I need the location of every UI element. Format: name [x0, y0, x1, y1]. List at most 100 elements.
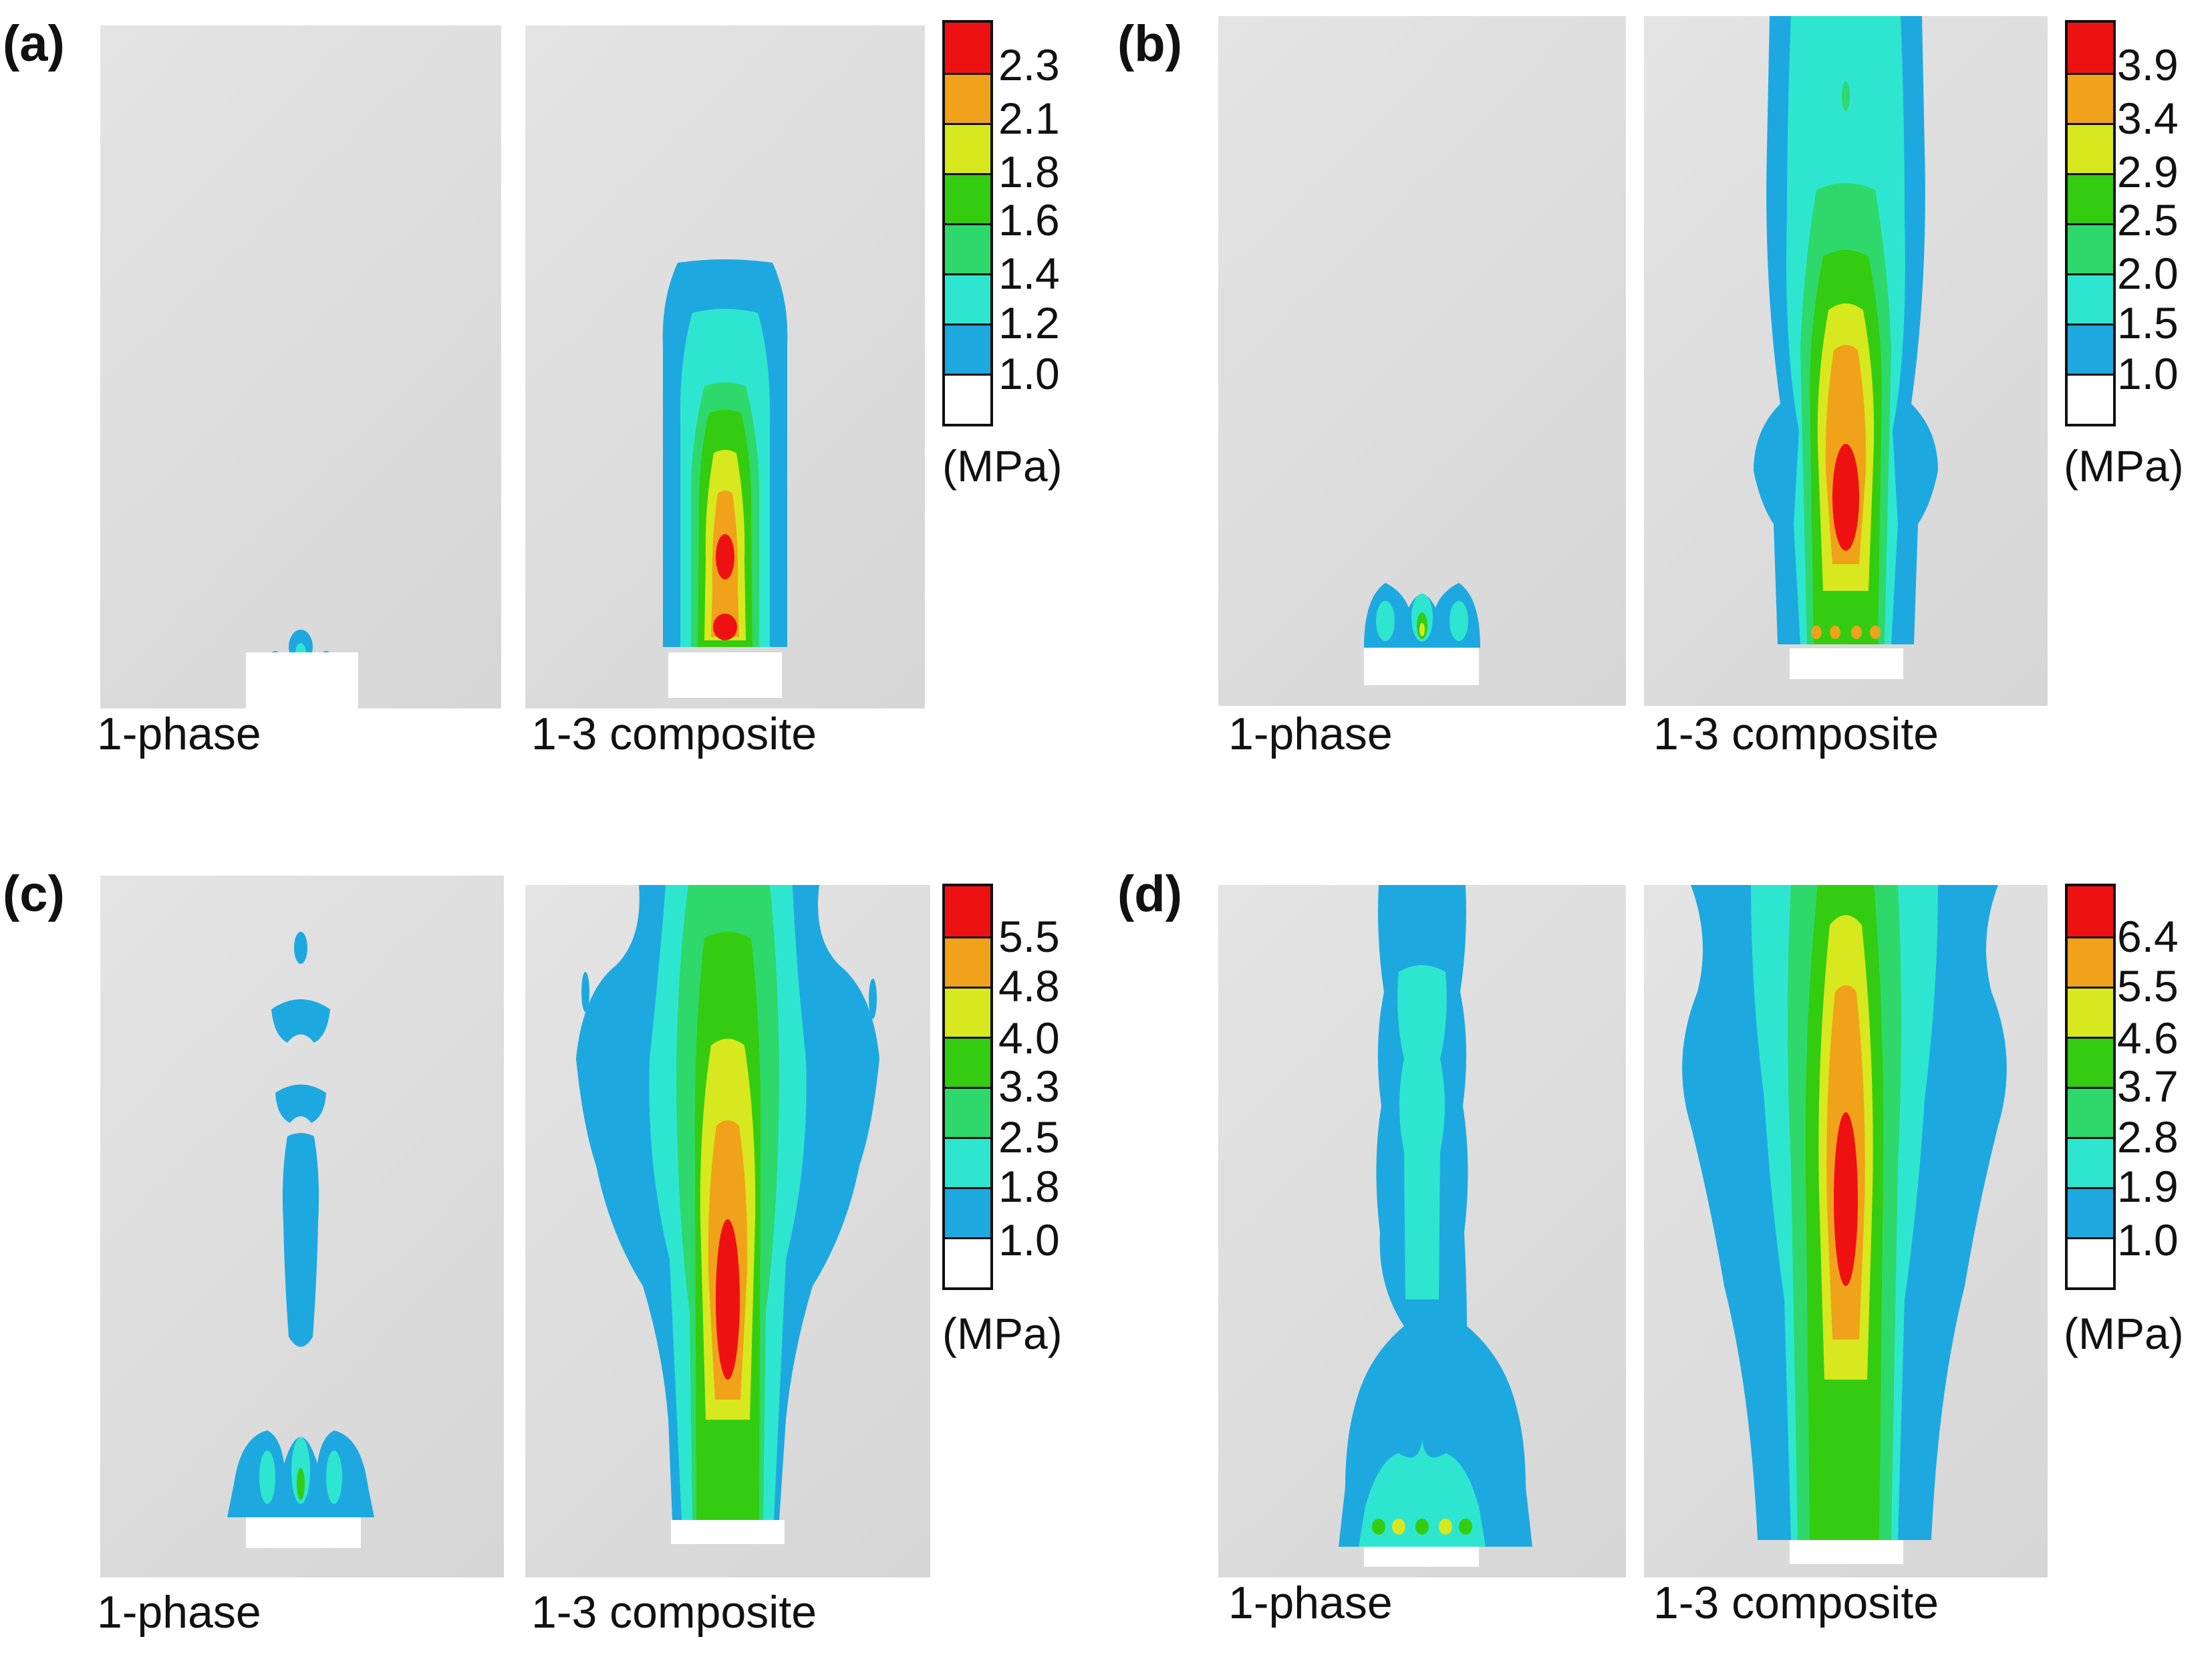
colorbar: [942, 884, 993, 1290]
colorbar-tick: 2.5: [2117, 195, 2179, 245]
colorbar-tick: 2.0: [2117, 249, 2179, 298]
pressure-contour: [1832, 444, 1859, 551]
colorbar-swatch: [2068, 324, 2113, 374]
colorbar: [2065, 20, 2116, 426]
colorbar-swatch: [2068, 374, 2113, 424]
colorbar-swatch: [945, 1037, 990, 1087]
colorbar-swatch: [2068, 1137, 2113, 1187]
colorbar-swatch: [2068, 73, 2113, 123]
colorbar-swatch: [945, 324, 990, 374]
pressure-contour: [1397, 965, 1447, 1299]
field-map-1-phase: [1218, 885, 1626, 1577]
pressure-contour: [326, 1450, 342, 1504]
colorbar-tick: 3.7: [2117, 1061, 2179, 1111]
panel-label: (c): [3, 866, 65, 922]
pressure-contour: [1419, 623, 1425, 636]
colorbar-swatch: [2068, 23, 2113, 73]
colorbar-swatch: [2068, 936, 2113, 987]
caption-1-3-composite: 1-3 composite: [531, 709, 817, 759]
colorbar-swatch: [2068, 273, 2113, 324]
colorbar-tick: 1.8: [998, 147, 1060, 197]
colorbar-unit: (MPa): [2064, 1309, 2184, 1358]
colorbar-swatch: [2068, 1037, 2113, 1087]
caption-1-3-composite: 1-3 composite: [1653, 1577, 1939, 1628]
caption-1-phase: 1-phase: [97, 1587, 261, 1638]
pressure-contour: [713, 614, 737, 640]
colorbar-swatch: [945, 223, 990, 273]
colorbar-tick: 4.8: [998, 961, 1060, 1011]
pressure-contour: [1359, 1440, 1486, 1547]
pressure-contour: [1372, 1519, 1385, 1535]
panel-label: (a): [3, 15, 65, 72]
transducer-aperture: [671, 1520, 785, 1544]
colorbar-tick: 5.5: [2117, 961, 2179, 1011]
transducer-aperture: [246, 652, 358, 709]
colorbar-swatch: [945, 1137, 990, 1187]
pressure-contour: [1459, 1519, 1472, 1535]
transducer-aperture: [1364, 648, 1479, 685]
colorbar-tick: 1.0: [2117, 349, 2179, 398]
colorbar-tick: 3.4: [2117, 94, 2179, 143]
pressure-contour: [1415, 1519, 1429, 1535]
colorbar-tick: 3.3: [998, 1061, 1060, 1111]
pressure-contour: [716, 534, 734, 580]
colorbar-tick: 1.6: [998, 195, 1060, 245]
transducer-aperture: [246, 1517, 361, 1548]
colorbar-swatch: [945, 123, 990, 173]
colorbar-swatch: [945, 936, 990, 987]
colorbar-tick: 3.9: [2117, 40, 2179, 90]
pressure-contour: [259, 1450, 275, 1504]
colorbar-tick: 1.2: [998, 298, 1060, 348]
transducer-aperture: [1790, 1540, 1903, 1564]
pressure-contour: [1811, 626, 1822, 639]
colorbar-swatch: [2068, 173, 2113, 223]
colorbar-swatch: [945, 374, 990, 424]
pressure-contour: [1870, 626, 1881, 639]
transducer-aperture: [1364, 1547, 1479, 1567]
colorbar-unit: (MPa): [2064, 441, 2184, 491]
caption-1-3-composite: 1-3 composite: [1653, 709, 1939, 759]
colorbar-tick: 2.8: [2117, 1112, 2179, 1162]
colorbar-swatch: [945, 73, 990, 123]
colorbar-swatch: [2068, 987, 2113, 1037]
colorbar-swatch: [945, 173, 990, 223]
field-map-1-3-composite: [525, 25, 925, 709]
pressure-contour: [1439, 1519, 1452, 1535]
pressure-contour: [869, 979, 877, 1019]
field-map-1-phase: [100, 876, 504, 1577]
colorbar-swatch: [945, 1187, 990, 1237]
caption-1-phase: 1-phase: [1228, 709, 1393, 759]
colorbar-unit: (MPa): [942, 1309, 1063, 1358]
panel-label: (d): [1117, 866, 1183, 922]
pressure-contour: [1376, 601, 1395, 641]
colorbar-tick: 1.4: [998, 249, 1060, 298]
colorbar-swatch: [2068, 223, 2113, 273]
colorbar-tick: 6.4: [2117, 912, 2179, 961]
panel-label: (b): [1117, 15, 1183, 72]
colorbar-swatch: [2068, 1087, 2113, 1137]
colorbar-tick: 1.9: [2117, 1162, 2179, 1211]
colorbar-tick: 4.6: [2117, 1013, 2179, 1063]
colorbar-swatch: [945, 1237, 990, 1287]
caption-1-3-composite: 1-3 composite: [531, 1587, 817, 1638]
transducer-aperture: [1790, 648, 1903, 679]
pressure-contour: [581, 972, 589, 1012]
caption-1-phase: 1-phase: [1228, 1577, 1393, 1628]
field-map-1-3-composite: [1644, 885, 2048, 1577]
caption-1-phase: 1-phase: [97, 709, 261, 759]
colorbar-swatch: [945, 273, 990, 324]
field-map-1-phase: [1218, 16, 1626, 706]
pressure-contour: [271, 999, 330, 1043]
colorbar-swatch: [945, 886, 990, 936]
colorbar-swatch: [2068, 886, 2113, 936]
colorbar-swatch: [945, 1087, 990, 1137]
pressure-contour: [716, 1219, 740, 1380]
colorbar-tick: 2.9: [2117, 147, 2179, 197]
field-map-1-3-composite: [525, 885, 930, 1577]
pressure-contour: [1842, 82, 1850, 111]
colorbar-tick: 1.8: [998, 1162, 1060, 1211]
colorbar-swatch: [2068, 1237, 2113, 1287]
pressure-contour: [297, 1468, 305, 1500]
colorbar-unit: (MPa): [942, 441, 1063, 491]
pressure-contour: [1449, 601, 1468, 641]
